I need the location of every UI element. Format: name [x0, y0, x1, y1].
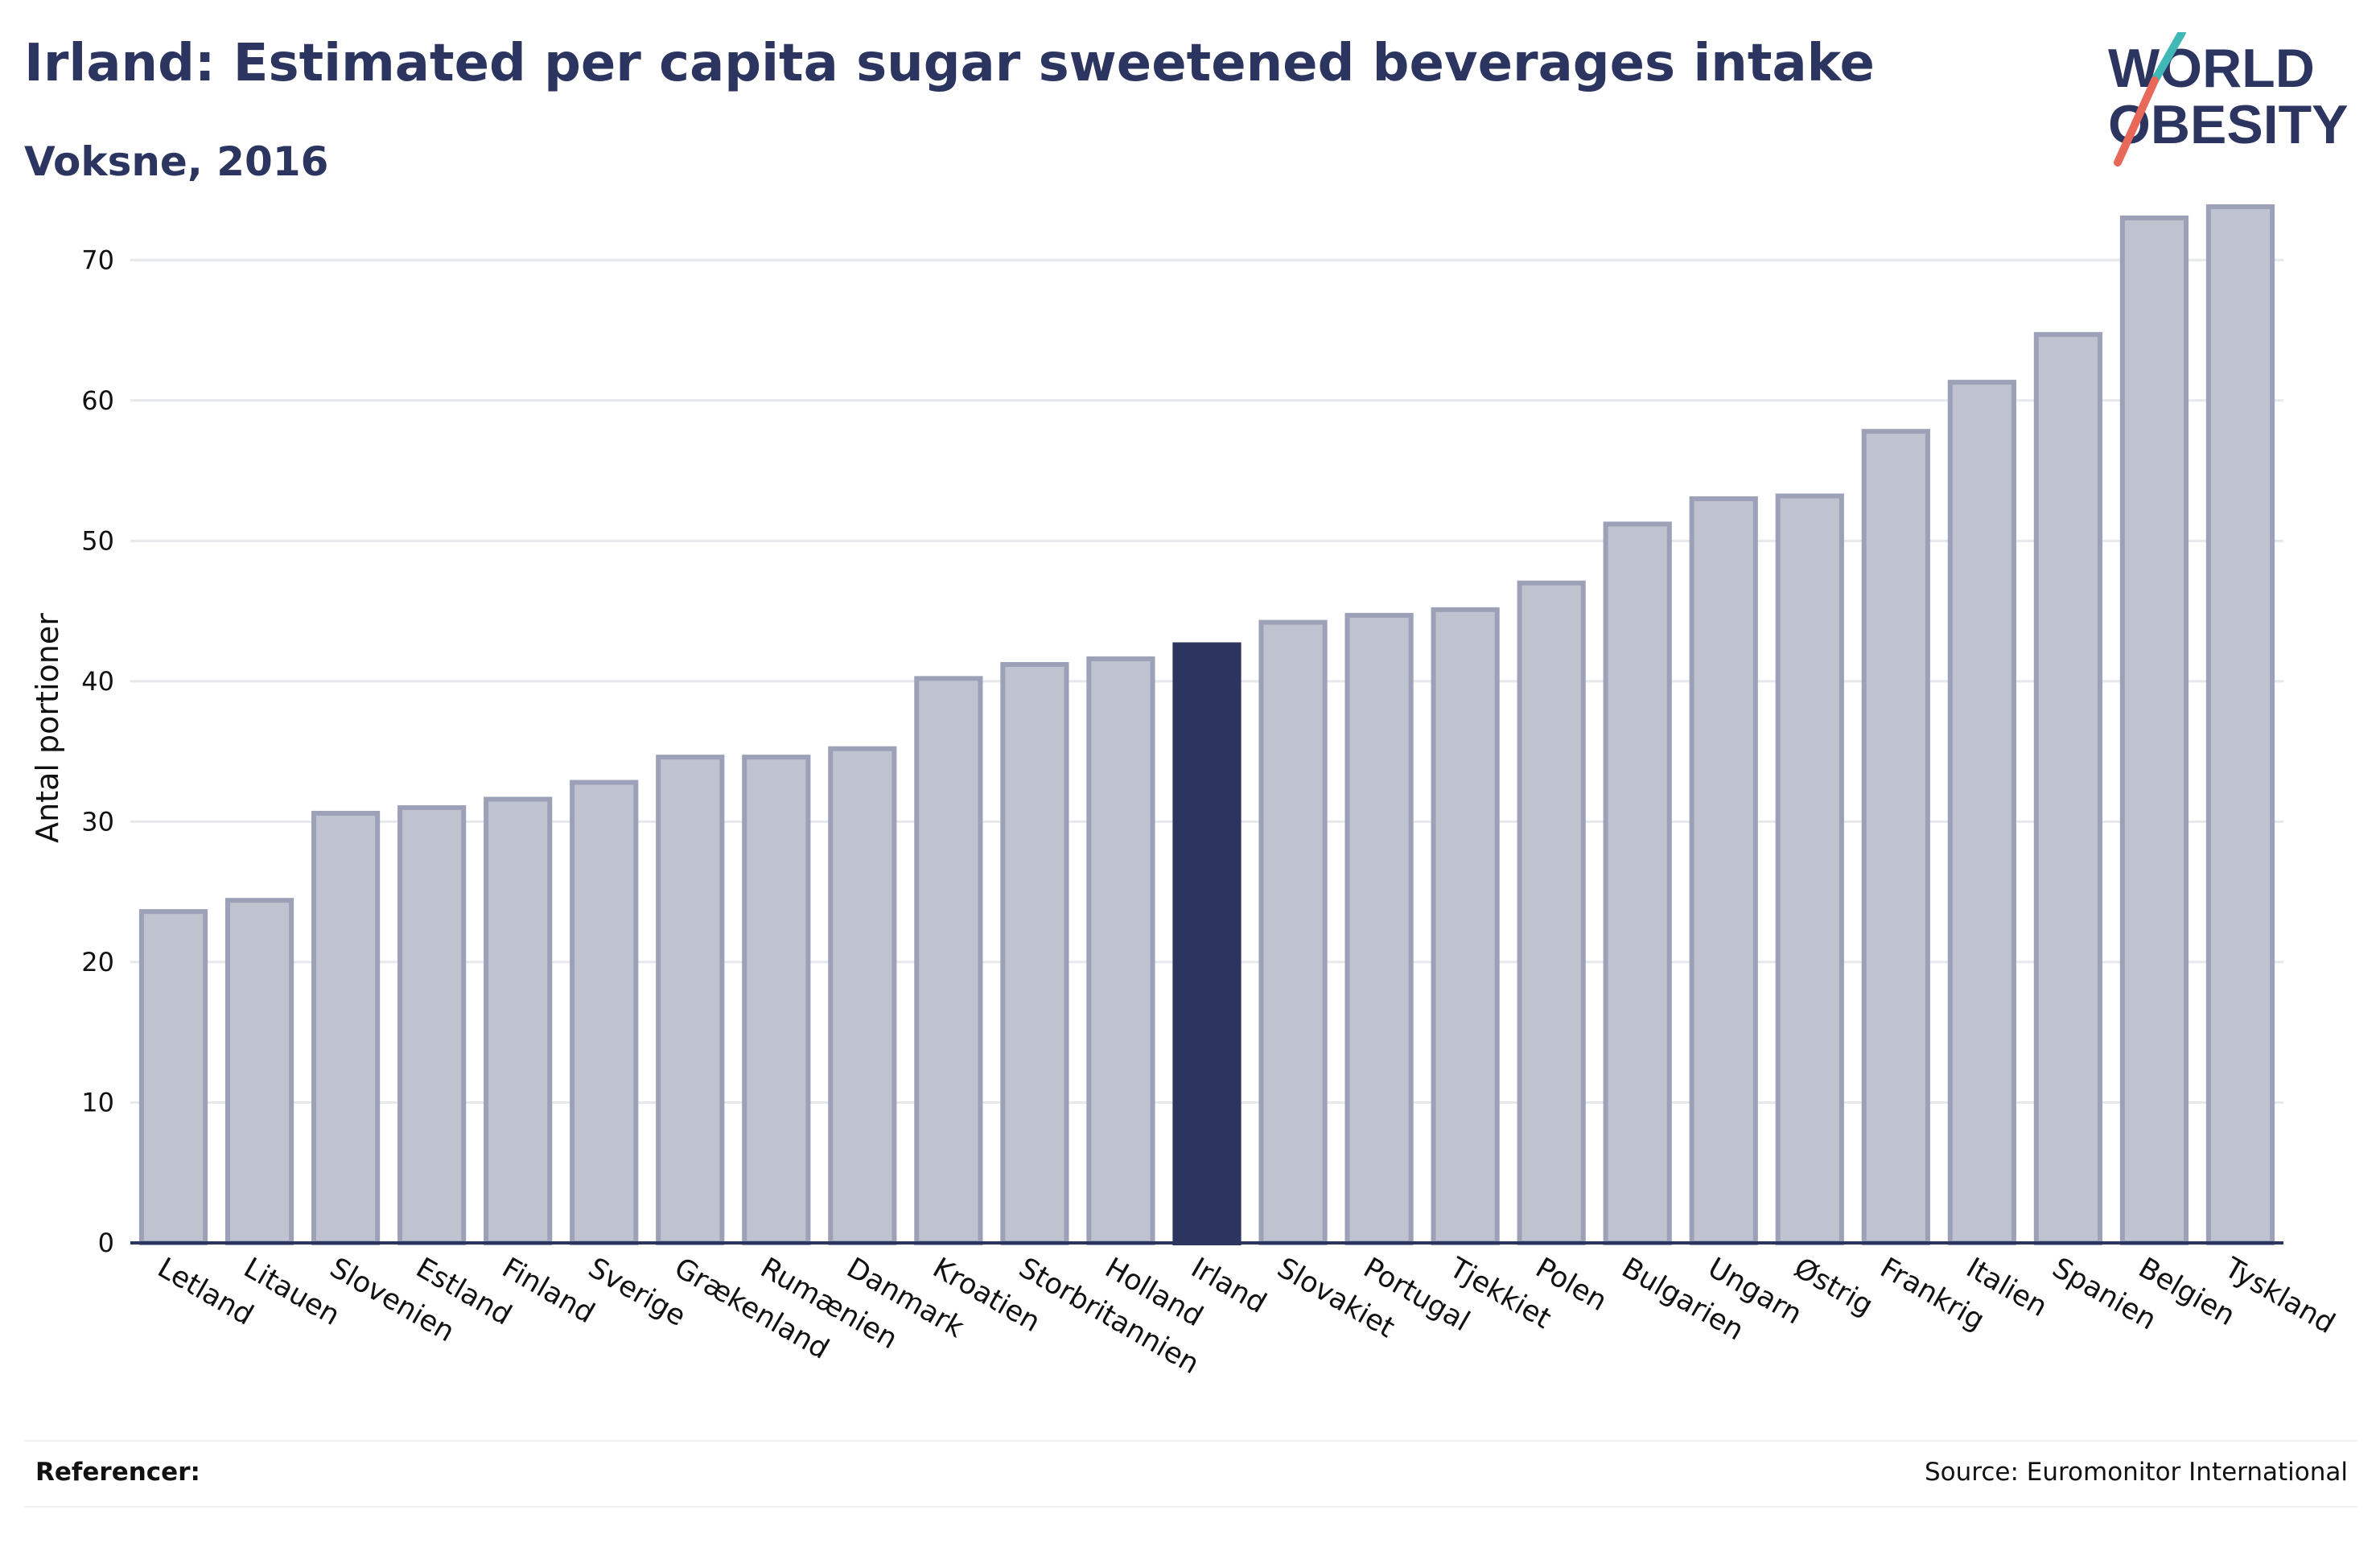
bar-italien [1947, 380, 2016, 1245]
bar-bulgarien [1603, 521, 1672, 1245]
bar-kroatien [914, 676, 983, 1245]
chart-title: Irland: Estimated per capita sugar sweet… [24, 34, 1875, 93]
y-tick-label: 20 [81, 947, 114, 977]
y-tick-label: 0 [98, 1228, 114, 1258]
x-tick-label: Finland [496, 1252, 599, 1330]
bar-belgien [2119, 215, 2189, 1246]
logo-slash-teal [2151, 32, 2186, 84]
x-tick-label: Tyskland [2218, 1252, 2340, 1341]
footer-divider-bottom [24, 1506, 2357, 1508]
footer-divider-top [24, 1440, 2357, 1442]
bar-danmark [828, 746, 897, 1245]
bar-ungarn [1689, 496, 1758, 1245]
bar-spanien [2033, 331, 2103, 1246]
bar-frankrig [1861, 429, 1930, 1245]
world-obesity-logo: WORLD OBESITY [2108, 32, 2349, 167]
bar-holland [1086, 656, 1155, 1245]
logo-text-line1: WORLD [2108, 38, 2315, 99]
bar-portugal [1344, 612, 1414, 1245]
bar-letland [138, 909, 208, 1245]
chart-subtitle: Voksne, 2016 [24, 138, 329, 185]
bar-slovenien [311, 810, 381, 1245]
bar-slovakiet [1258, 619, 1328, 1245]
bar-litauen [224, 898, 294, 1245]
bar-finland [484, 796, 553, 1245]
bar-sverige [570, 780, 639, 1245]
bar-irland [1172, 642, 1241, 1245]
bar-chart: 0 10 20 30 40 50 60 70 LetlandLitauenSlovenienE… [30, 204, 2341, 1381]
x-tick-labels: LetlandLitauenSlovenienEstlandFinlandSve… [152, 1252, 2340, 1381]
y-tick-label: 60 [81, 385, 114, 416]
x-tick-label: Letland [152, 1252, 258, 1332]
bar-rumænien [742, 755, 811, 1245]
y-tick-labels: 0 10 20 30 40 50 60 70 [81, 245, 114, 1258]
x-tick-label: Sverige [583, 1252, 691, 1333]
bar-storbritannien [1000, 661, 1069, 1245]
bar-tyskland [2205, 204, 2275, 1246]
bar-tjekkiet [1431, 607, 1500, 1245]
y-tick-label: 30 [81, 806, 114, 837]
logo-slash-coral [2114, 76, 2159, 167]
source-text: Source: Euromonitor International [1924, 1458, 2348, 1487]
x-tick-label: Litauen [238, 1252, 345, 1332]
y-tick-label: 10 [81, 1087, 114, 1117]
bar-estland [397, 804, 467, 1245]
bar-grækenland [656, 755, 725, 1245]
y-axis-label: Antal portioner [30, 613, 65, 843]
references-label: Referencer: [35, 1458, 200, 1487]
y-tick-label: 50 [81, 525, 114, 556]
bars [138, 204, 2275, 1246]
bar-østrig [1775, 493, 1844, 1245]
y-tick-label: 70 [81, 245, 114, 275]
bar-polen [1517, 580, 1586, 1245]
y-tick-label: 40 [81, 666, 114, 697]
